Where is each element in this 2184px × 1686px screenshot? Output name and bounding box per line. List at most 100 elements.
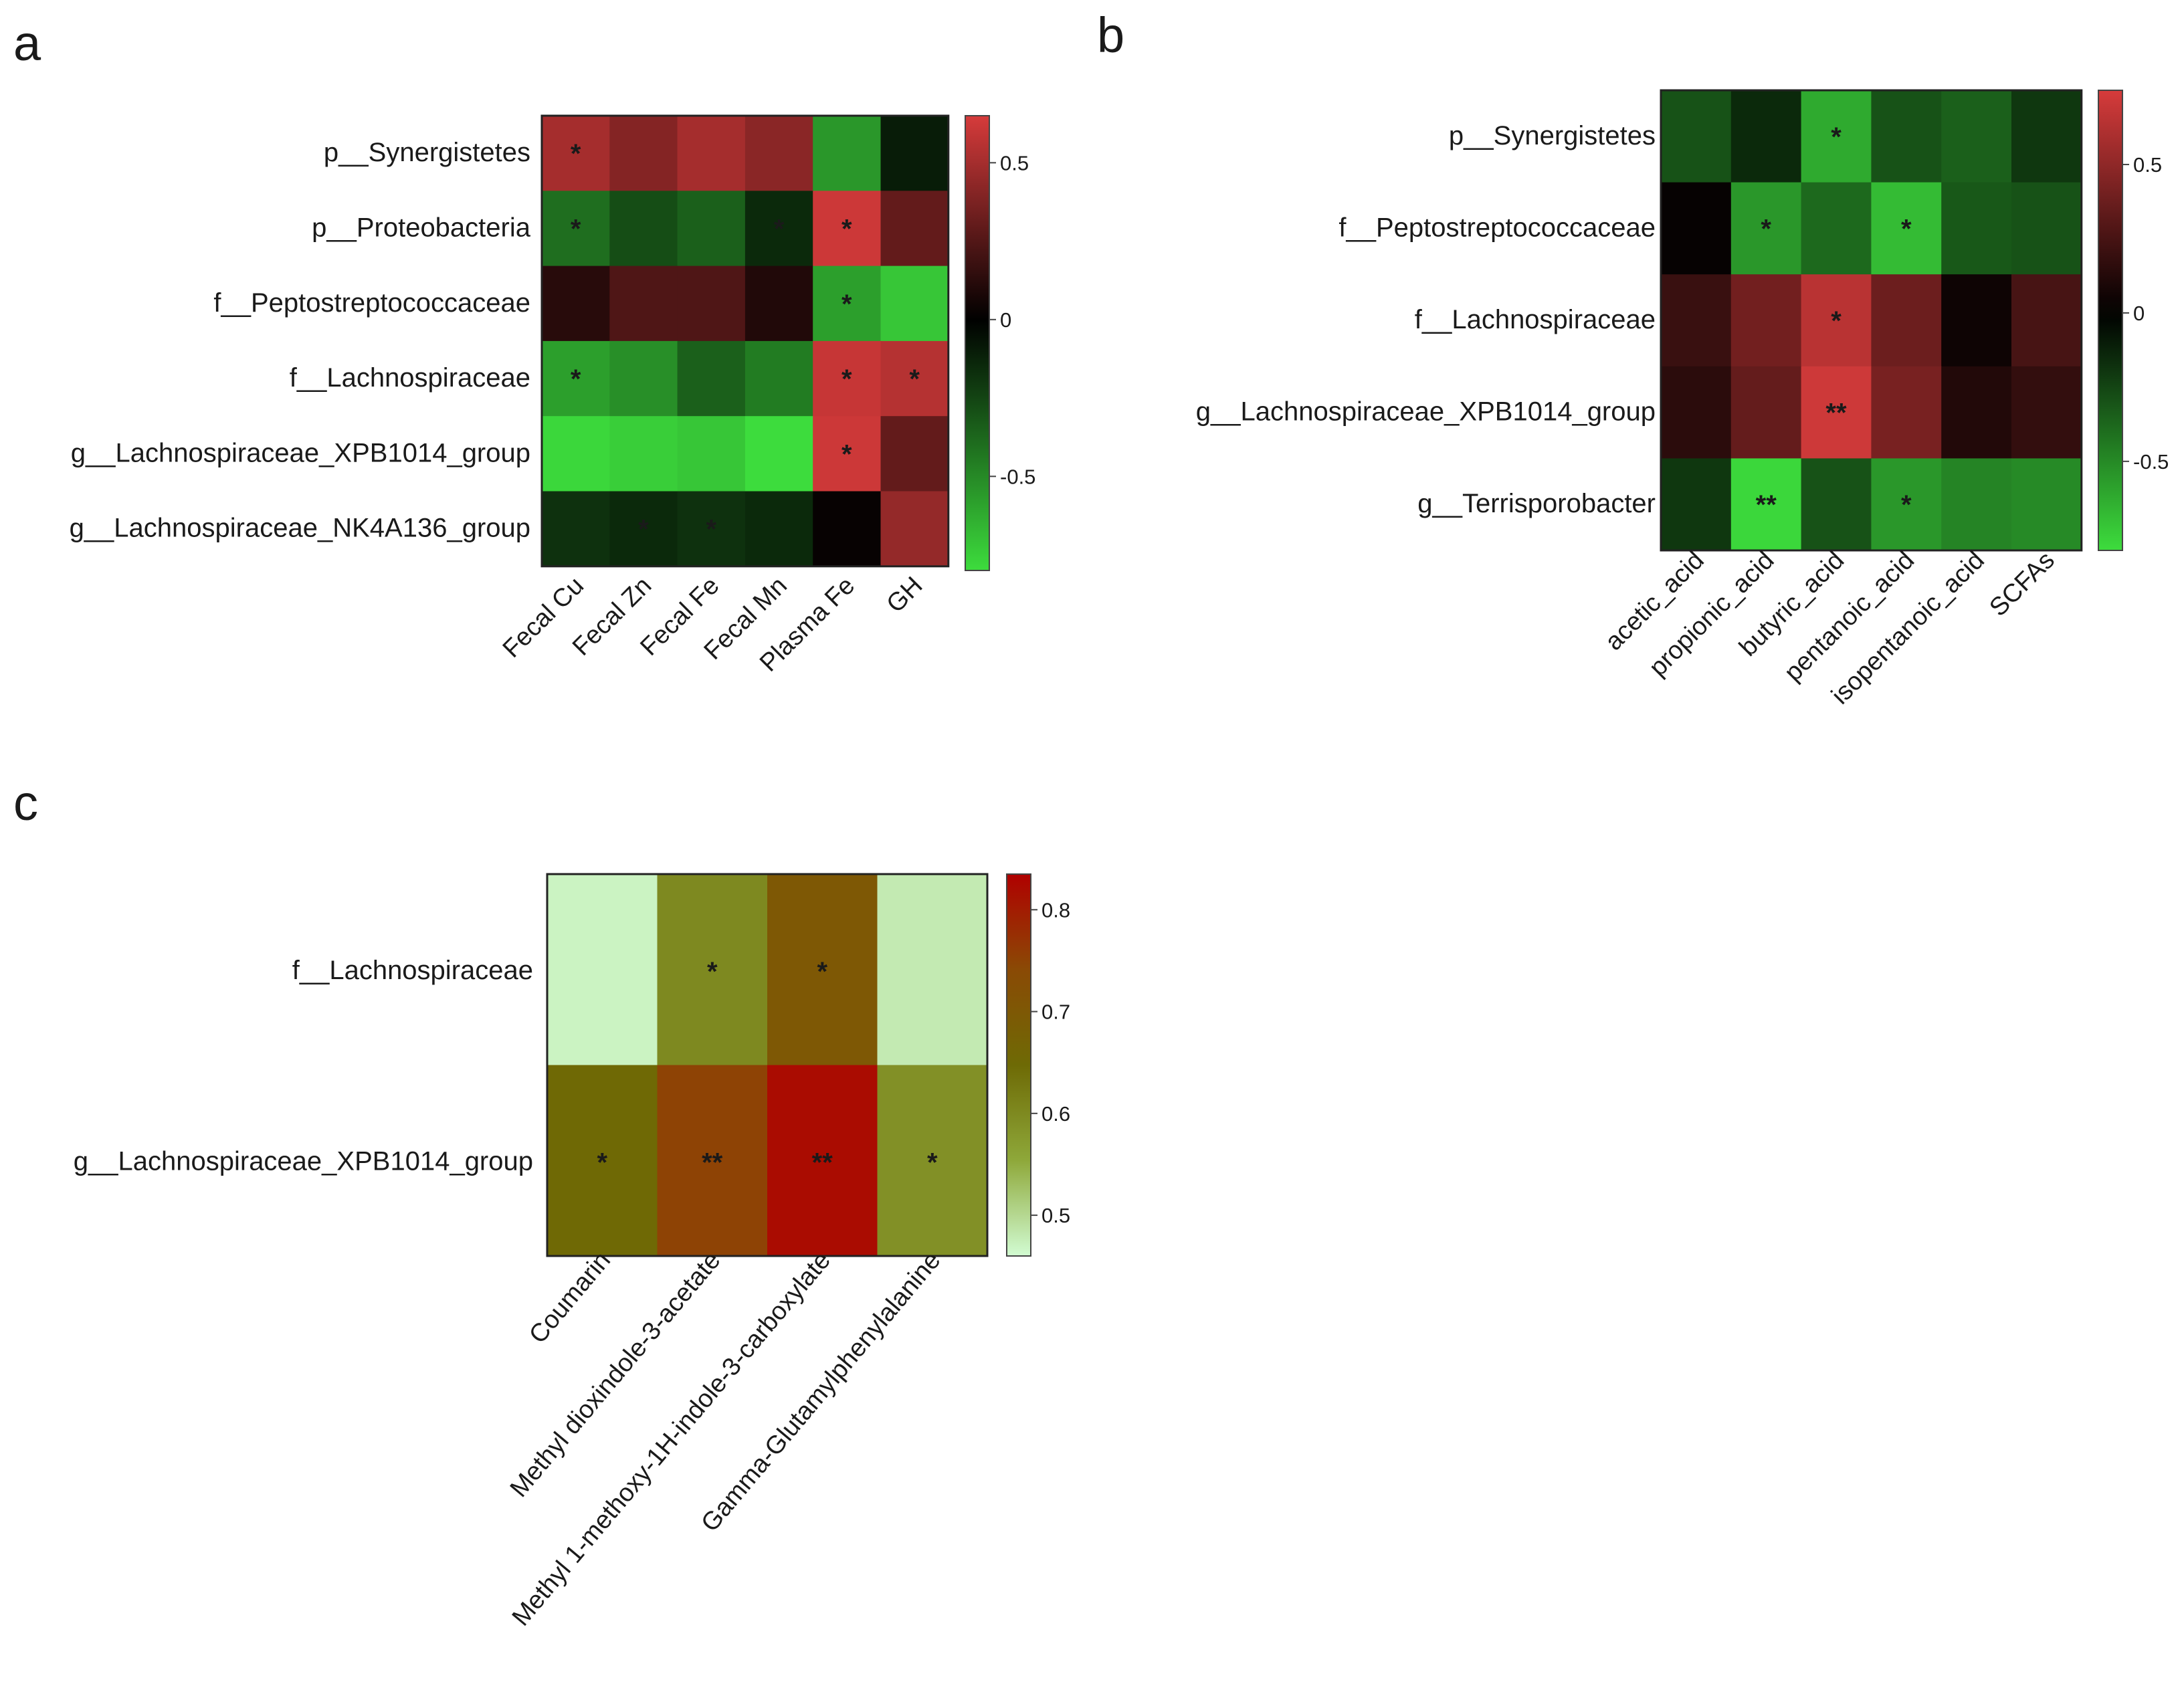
panel-a-heatmap-cell xyxy=(677,191,746,267)
panel-b-row-label: f__Peptostreptococcaceae xyxy=(1338,213,1656,242)
panel-b-heatmap-cell xyxy=(1871,458,1942,551)
panel-b-heatmap-cell xyxy=(1801,90,1872,183)
panel-b-heatmap-cell xyxy=(1730,182,1802,275)
panel-c-heatmap-cell xyxy=(877,874,988,1066)
panel-a-row-label: p__Synergistetes xyxy=(324,138,530,167)
panel-b-heatmap-cell xyxy=(1801,366,1872,459)
panel-c-heatmap-cell xyxy=(767,874,878,1066)
panel-b-row-label: g__Terrisporobacter xyxy=(1417,489,1656,518)
panel-a-significance-star: * xyxy=(841,364,852,394)
panel-b-heatmap-cell xyxy=(1730,366,1802,459)
panel-a-heatmap-cell xyxy=(609,266,678,342)
panel-b-row-label: p__Synergistetes xyxy=(1449,121,1656,150)
panel-c-heatmap-cell xyxy=(547,1065,658,1257)
panel-b-column-label: propionic_acid xyxy=(1644,546,1780,682)
panel-c-significance-star: * xyxy=(707,957,718,986)
panel-c-heatmap-cell xyxy=(657,874,768,1066)
panel-a-heatmap-cell xyxy=(880,416,949,492)
panel-c-significance-star: ** xyxy=(702,1148,723,1177)
panel-a-column-label: GH xyxy=(882,572,928,619)
panel-a-heatmap-cell xyxy=(813,491,882,567)
panel-a-significance-star: * xyxy=(706,515,716,544)
panel-a-heatmap-cell xyxy=(744,340,813,417)
panel-b-colorbar-tick-label: 0.5 xyxy=(2133,153,2162,177)
panel-b-heatmap-cell xyxy=(1941,458,2012,551)
panel-b-heatmap-cell xyxy=(2011,182,2082,275)
panel-b-heatmap-cell xyxy=(1941,366,2012,459)
panel-a-heatmap-cell xyxy=(813,191,882,267)
panel-b-heatmap-cell xyxy=(1871,274,1942,367)
panel-a-heatmap-cell xyxy=(813,416,882,492)
panel-b-heatmap-cell xyxy=(1661,274,1732,367)
panel-b-heatmap-cell xyxy=(1941,182,2012,275)
panel-a-heatmap-border xyxy=(540,114,950,568)
panel-a-heatmap-cell xyxy=(609,116,678,191)
panel-a-heatmap-cell xyxy=(677,340,746,417)
panel-b-row-label: f__Lachnospiraceae xyxy=(1415,305,1656,334)
panel-b-heatmap-cell xyxy=(2011,274,2082,367)
panel-a-heatmap-cell xyxy=(813,340,882,417)
panel-b-heatmap-cell xyxy=(1730,458,1802,551)
panel-b-significance-star: * xyxy=(1831,122,1842,152)
panel-b-heatmap-cell xyxy=(2011,366,2082,459)
panel-b-heatmap-border xyxy=(1660,89,2083,552)
panel-a-heatmap-cell xyxy=(542,116,610,191)
panel-a-row-label: f__Peptostreptococcaceae xyxy=(213,288,530,318)
panel-c-heatmap-cell xyxy=(657,1065,768,1257)
panel-a-heatmap-cell xyxy=(542,191,610,267)
panel-b-significance-star: ** xyxy=(1756,490,1777,520)
panel-a-significance-star: * xyxy=(571,214,581,243)
panel-a-heatmap-cell xyxy=(880,116,949,191)
panel-b-heatmap-cell xyxy=(1661,90,1732,183)
panel-c-heatmap-cell xyxy=(547,874,658,1066)
panel-c-row-label: f__Lachnospiraceae xyxy=(292,956,533,985)
panel-b-significance-star: * xyxy=(1761,214,1771,243)
panel-c-significance-star: ** xyxy=(812,1148,833,1177)
panel-b-significance-star: * xyxy=(1831,306,1842,336)
panel-a-heatmap-cell xyxy=(744,266,813,342)
panel-a-row-label: f__Lachnospiraceae xyxy=(290,363,530,393)
panel-c-column-label: Gamma-Glutamylphenylalanine xyxy=(696,1247,946,1538)
panel-b-heatmap-cell xyxy=(1730,90,1802,183)
panel-b-column-label: pentanoic_acid xyxy=(1779,546,1920,687)
panel-b-colorbar-tick-label: -0.5 xyxy=(2133,450,2169,473)
heatmap-panel-c: * ** ** ** *f__Lachnospiraceaeg__Lachnospira… xyxy=(74,873,1070,1631)
panel-a-heatmap-cell xyxy=(677,491,746,567)
panel-b-heatmap-cell xyxy=(1941,274,2012,367)
panel-c-colorbar xyxy=(1006,873,1031,1257)
panel-a-significance-star: * xyxy=(571,364,581,394)
panel-b-heatmap-cell xyxy=(2011,90,2082,183)
panel-b-heatmap-cell xyxy=(2011,458,2082,551)
panel-a-heatmap-cell xyxy=(744,116,813,191)
panel-c-row-label: g__Lachnospiraceae_XPB1014_group xyxy=(74,1146,533,1176)
panel-a-heatmap-cell xyxy=(609,340,678,417)
panel-a-significance-star: * xyxy=(841,214,852,243)
panel-b-significance-star: * xyxy=(1901,214,1912,243)
panel-b-heatmap-cell xyxy=(1730,274,1802,367)
panel-b-row-label: g__Lachnospiraceae_XPB1014_group xyxy=(1196,397,1656,427)
panel-a-heatmap-cell xyxy=(542,266,610,342)
panel-a-row-label: p__Proteobacteria xyxy=(312,213,531,242)
panel-c-colorbar-tick-label: 0.5 xyxy=(1041,1204,1070,1227)
panel-a-heatmap-cell xyxy=(880,340,949,417)
panel-a-significance-star: * xyxy=(774,214,785,243)
panel-b-heatmap-cell xyxy=(1801,458,1872,551)
panel-a-heatmap-cell xyxy=(880,191,949,267)
panel-b-colorbar xyxy=(2098,90,2123,551)
panel-b-significance-star: * xyxy=(1901,490,1912,520)
panel-a-heatmap-cell xyxy=(609,416,678,492)
panel-a-heatmap-cell xyxy=(744,191,813,267)
panel-a-heatmap-cell xyxy=(677,266,746,342)
panel-a-heatmap-cell xyxy=(677,416,746,492)
panel-a-heatmap-cell xyxy=(880,266,949,342)
panel-c-significance-star: * xyxy=(817,957,827,986)
panel-a-significance-star: * xyxy=(638,515,649,544)
panel-a-significance-star: * xyxy=(841,439,852,469)
panel-a-colorbar-tick-label: -0.5 xyxy=(1000,465,1035,488)
panel-a-heatmap-cell xyxy=(744,491,813,567)
panel-c-heatmap-border xyxy=(546,873,989,1257)
panel-letter-b: b xyxy=(1097,7,1124,63)
panel-a-heatmap-cell xyxy=(542,416,610,492)
heatmap-panel-b: ** ****** *p__Synergistetesf__Peptostrepto… xyxy=(1196,89,2169,710)
